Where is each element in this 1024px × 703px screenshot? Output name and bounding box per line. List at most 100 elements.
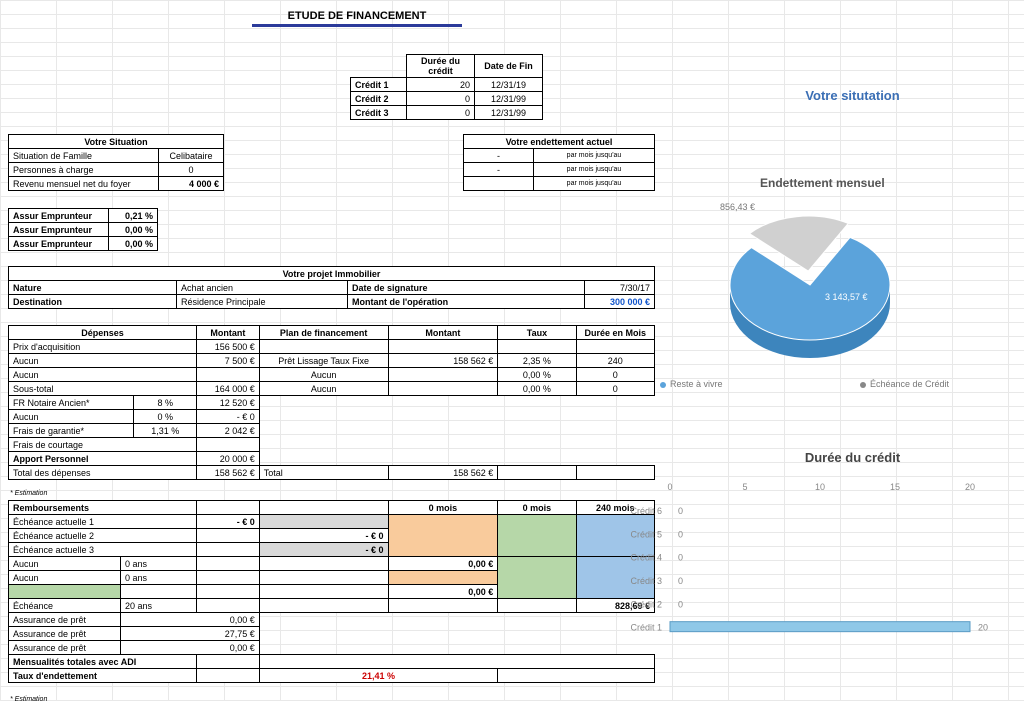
table-row[interactable]: -par mois jusqu'au: [464, 149, 655, 163]
table-row[interactable]: Mensualités totales avec ADI 856,43 €: [9, 655, 655, 669]
th-duree: Durée du crédit: [407, 55, 475, 78]
cell: 158 562 €: [197, 466, 260, 480]
th: Montant: [388, 326, 498, 340]
cell: Assurance de prêt: [9, 641, 121, 655]
cell: Assur Emprunteur: [9, 237, 109, 251]
table-row[interactable]: par mois jusqu'au: [464, 177, 655, 191]
table-row[interactable]: Taux d'endettement 21,41 %: [9, 669, 655, 683]
cell-credit-label: Crédit 2: [351, 92, 407, 106]
svg-text:Crédit 6: Crédit 6: [630, 506, 662, 516]
table-row[interactable]: Échéance actuelle 1 - € 0: [9, 515, 655, 529]
cell: Total: [259, 466, 388, 480]
cell: 0,00 €: [120, 613, 259, 627]
cell: Sous-total: [9, 382, 197, 396]
cell: - € 0: [366, 545, 384, 555]
legend-reste: Reste à vivre: [660, 379, 723, 389]
cell: 0 ans: [120, 571, 196, 585]
table-row[interactable]: Assurance de prêt 0,00 €: [9, 613, 655, 627]
table-row[interactable]: Frais de garantie* 1,31 % 2 042 €: [9, 424, 655, 438]
table-row[interactable]: Aucun 0 % - € 0: [9, 410, 655, 424]
cell: 12/31/99: [475, 106, 543, 120]
table-row[interactable]: Total des dépenses 158 562 € Total 158 5…: [9, 466, 655, 480]
cell: Aucun: [9, 557, 121, 571]
depenses-table: Dépenses Montant Plan de financement Mon…: [8, 325, 655, 480]
cell: Assurance de prêt: [9, 613, 121, 627]
table-row[interactable]: Aucun 7 500 € Prêt Lissage Taux Fixe 158…: [9, 354, 655, 368]
table-row[interactable]: Revenu mensuel net du foyer4 000 €: [9, 177, 224, 191]
table-row[interactable]: Assur Emprunteur0,00 %: [9, 237, 158, 251]
cell: 7/30/17: [585, 281, 655, 295]
cell: 0 ans: [120, 557, 196, 571]
chart-situation-title: Votre situtation: [695, 88, 1010, 103]
cell: Assurance de prêt: [9, 627, 121, 641]
cell: Situation de Famille: [9, 149, 159, 163]
th-endettement: Votre endettement actuel: [464, 135, 655, 149]
cell: Frais de courtage: [9, 438, 197, 452]
th: Montant: [197, 326, 260, 340]
cell: 156 500 €: [197, 340, 260, 354]
table-row[interactable]: Assur Emprunteur0,00 %: [9, 223, 158, 237]
cell: 4 000 €: [159, 177, 224, 191]
table-row[interactable]: Aucun 0 ans 0,00 €: [9, 557, 655, 571]
cell: 0,00 %: [109, 237, 158, 251]
table-row[interactable]: Frais de courtage: [9, 438, 655, 452]
table-row[interactable]: Sous-total 164 000 € Aucun 0,00 % 0: [9, 382, 655, 396]
cell: par mois jusqu'au: [534, 163, 655, 177]
table-row[interactable]: Échéance 20 ans 828,69 €: [9, 599, 655, 613]
cell: 0,00 €: [120, 641, 259, 655]
cell: 158 562 €: [388, 354, 498, 368]
estimation-note: * Estimation: [10, 490, 47, 497]
table-row[interactable]: Assur Emprunteur0,21 %: [9, 209, 158, 223]
table-row[interactable]: Crédit 3 0 12/31/99: [351, 106, 543, 120]
cell-credit-label: Crédit 1: [351, 78, 407, 92]
remboursements-table: Remboursements 0 mois 0 mois 240 mois Éc…: [8, 500, 655, 683]
table-row[interactable]: Apport Personnel 20 000 €: [9, 452, 655, 466]
svg-text:0: 0: [678, 599, 683, 609]
cell: 1,31 %: [134, 424, 197, 438]
svg-text:Crédit 4: Crédit 4: [630, 553, 662, 563]
cell: Assur Emprunteur: [9, 209, 109, 223]
cell: 0: [576, 368, 654, 382]
table-row[interactable]: Personnes à charge0: [9, 163, 224, 177]
legend-dot-icon: [860, 382, 866, 388]
svg-text:0: 0: [667, 482, 672, 492]
svg-text:20: 20: [978, 623, 988, 633]
table-row[interactable]: Assurance de prêt 0,00 €: [9, 641, 655, 655]
cell: 7 500 €: [197, 354, 260, 368]
table-row[interactable]: Crédit 1 20 12/31/19: [351, 78, 543, 92]
cell: Aucun: [259, 368, 388, 382]
cell: Aucun: [9, 410, 134, 424]
cell: 0,00 %: [109, 223, 158, 237]
table-row[interactable]: Assurance de prêt 27,75 €: [9, 627, 655, 641]
table-row[interactable]: Nature Achat ancien Date de signature 7/…: [9, 281, 655, 295]
th: Dépenses: [9, 326, 197, 340]
table-row[interactable]: Aucun Aucun 0,00 % 0: [9, 368, 655, 382]
cell: Assur Emprunteur: [9, 223, 109, 237]
legend-dot-icon: [660, 382, 666, 388]
cell: 2,35 %: [498, 354, 576, 368]
cell: 0: [407, 106, 475, 120]
cell: 27,75 €: [120, 627, 259, 641]
table-row[interactable]: Situation de FamilleCelibataire: [9, 149, 224, 163]
table-row[interactable]: Destination Résidence Principale Montant…: [9, 295, 655, 309]
cell: 12 520 €: [197, 396, 260, 410]
table-row[interactable]: Prix d'acquisition 156 500 €: [9, 340, 655, 354]
cell: 12/31/19: [475, 78, 543, 92]
th: Taux: [498, 326, 576, 340]
cell: par mois jusqu'au: [534, 177, 655, 191]
cell: Échéance actuelle 3: [9, 543, 197, 557]
cell: Aucun: [259, 382, 388, 396]
svg-text:10: 10: [815, 482, 825, 492]
th: Durée en Mois: [576, 326, 654, 340]
table-row[interactable]: -par mois jusqu'au: [464, 163, 655, 177]
cell: Destination: [9, 295, 177, 309]
cell: 8 %: [134, 396, 197, 410]
cell: Aucun: [9, 571, 121, 585]
table-row[interactable]: FR Notaire Ancien* 8 % 12 520 €: [9, 396, 655, 410]
cell: Résidence Principale: [177, 295, 348, 309]
table-row[interactable]: Crédit 2 0 12/31/99: [351, 92, 543, 106]
cell: Aucun: [9, 354, 197, 368]
cell: 0 mois: [388, 501, 498, 515]
svg-text:5: 5: [742, 482, 747, 492]
svg-text:Crédit 5: Crédit 5: [630, 529, 662, 539]
